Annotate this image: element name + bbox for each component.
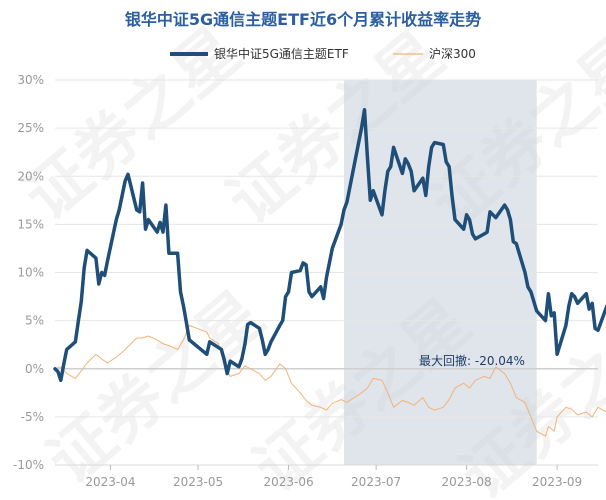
- y-tick-label: 25%: [17, 121, 44, 135]
- y-tick-label: 20%: [17, 169, 44, 183]
- watermark-text-4: 证券之星: [34, 278, 278, 499]
- series-line-hs300: [54, 324, 606, 437]
- y-tick-label: 30%: [17, 73, 44, 87]
- y-tick-label: 10%: [17, 266, 44, 280]
- x-tick-label: 2023-07: [351, 475, 401, 489]
- legend-label-hs300: 沪深300: [429, 47, 476, 61]
- x-axis-ticks: 2023-04 2023-05 2023-06 2023-07 2023-08 2023-…: [55, 464, 598, 489]
- x-tick-label: 2023-08: [442, 475, 492, 489]
- y-tick-label: -5%: [21, 410, 44, 424]
- y-tick-label: -10%: [13, 458, 44, 472]
- max-drawdown-label: 最大回撤: -20.04%: [419, 353, 525, 368]
- series-line-etf: [53, 108, 606, 383]
- y-axis-ticks: -10% -5% 0% 5% 10% 15% 20% 25% 30%: [13, 73, 44, 472]
- legend: 银华中证5G通信主题ETF 沪深300: [170, 46, 476, 61]
- x-tick-label: 2023-09: [532, 475, 582, 489]
- y-tick-label: 0%: [25, 362, 44, 376]
- x-tick-label: 2023-04: [85, 475, 135, 489]
- x-tick-label: 2023-06: [263, 475, 313, 489]
- series-lines: [53, 108, 606, 437]
- legend-label-etf: 银华中证5G通信主题ETF: [214, 46, 349, 61]
- chart-title: 银华中证5G通信主题ETF近6个月累计收益率走势: [125, 10, 481, 29]
- x-tick-label: 2023-05: [173, 475, 223, 489]
- y-tick-label: 5%: [25, 314, 44, 328]
- y-tick-label: 15%: [17, 217, 44, 231]
